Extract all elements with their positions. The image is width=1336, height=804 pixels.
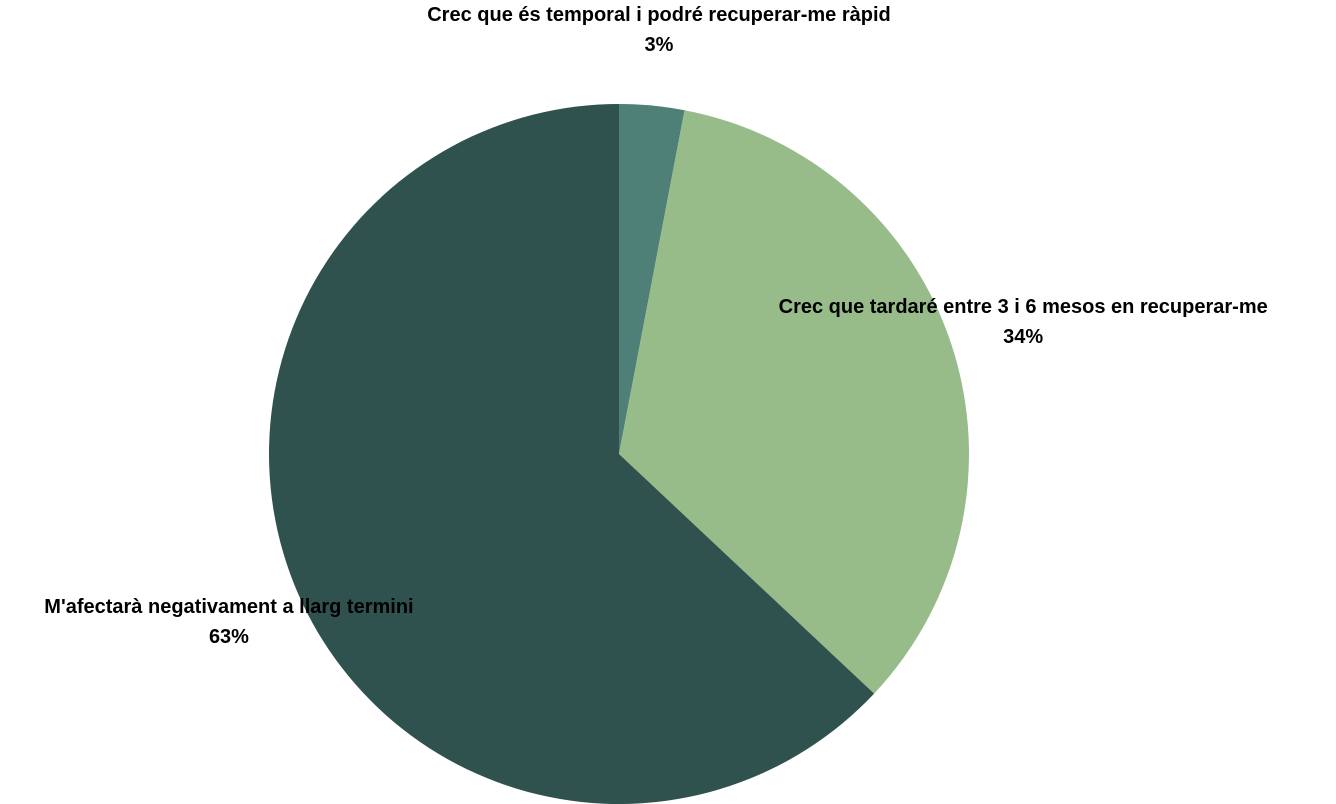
pie-slice: [268, 104, 875, 804]
slice-value-label: 63%: [209, 626, 249, 648]
pie-slice: [619, 104, 685, 454]
slice-label: Crec que tardaré entre 3 i 6 mesos en re…: [779, 296, 1268, 318]
slice-value-label: 34%: [1003, 326, 1043, 348]
pie-slice: [619, 110, 969, 694]
slice-label: M'afectarà negativament a llarg termini: [44, 596, 413, 618]
slice-label: Crec que és temporal i podré recuperar-m…: [427, 4, 891, 26]
slice-value-label: 3%: [645, 34, 674, 56]
